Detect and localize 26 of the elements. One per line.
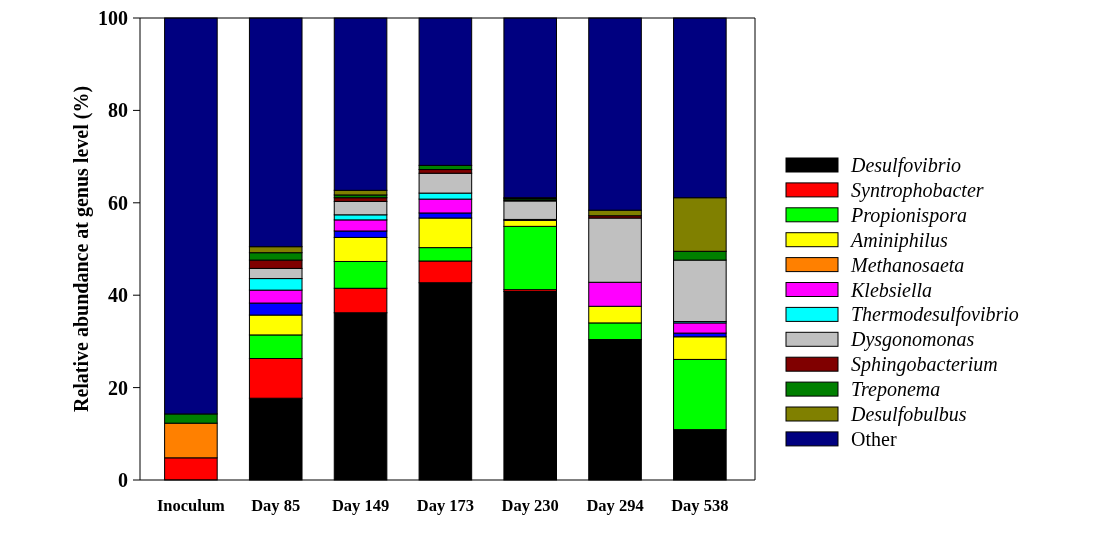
x-tick-label: Day 294 bbox=[586, 496, 644, 515]
legend-label: Thermodesulfovibrio bbox=[851, 303, 1019, 327]
legend-label: Treponema bbox=[851, 378, 941, 402]
x-tick-label: Day 85 bbox=[251, 496, 301, 515]
x-tick-label: Day 538 bbox=[671, 496, 729, 515]
legend-label: Klebsiella bbox=[850, 278, 933, 301]
x-tick-label: Inoculum bbox=[156, 496, 226, 515]
y-tick-label: 40 bbox=[108, 284, 128, 307]
y-tick-label: 60 bbox=[108, 191, 128, 214]
legend-label: Desulfovibrio bbox=[850, 154, 961, 177]
x-tick-label: Day 173 bbox=[416, 496, 475, 515]
legend-label: Sphingobacterium bbox=[851, 353, 998, 377]
legend-label: Other bbox=[851, 427, 897, 450]
x-tick-label: Day 149 bbox=[331, 496, 390, 515]
legend-label: Aminiphilus bbox=[849, 228, 948, 252]
legend-label: Syntrophobacter bbox=[851, 178, 984, 202]
y-axis-title: Relative abundance at genus level (%) bbox=[70, 85, 93, 413]
y-tick-label: 0 bbox=[118, 469, 128, 491]
y-tick-label: 100 bbox=[98, 7, 128, 29]
x-tick-label: Day 230 bbox=[501, 496, 559, 515]
legend-label: Desulfobulbus bbox=[850, 403, 967, 426]
legend-label: Methanosaeta bbox=[850, 253, 965, 276]
legend-label: Dysgonomonas bbox=[850, 328, 975, 352]
legend-label: Propionispora bbox=[850, 203, 967, 227]
y-tick-label: 80 bbox=[108, 99, 128, 122]
y-tick-label: 20 bbox=[108, 376, 128, 399]
